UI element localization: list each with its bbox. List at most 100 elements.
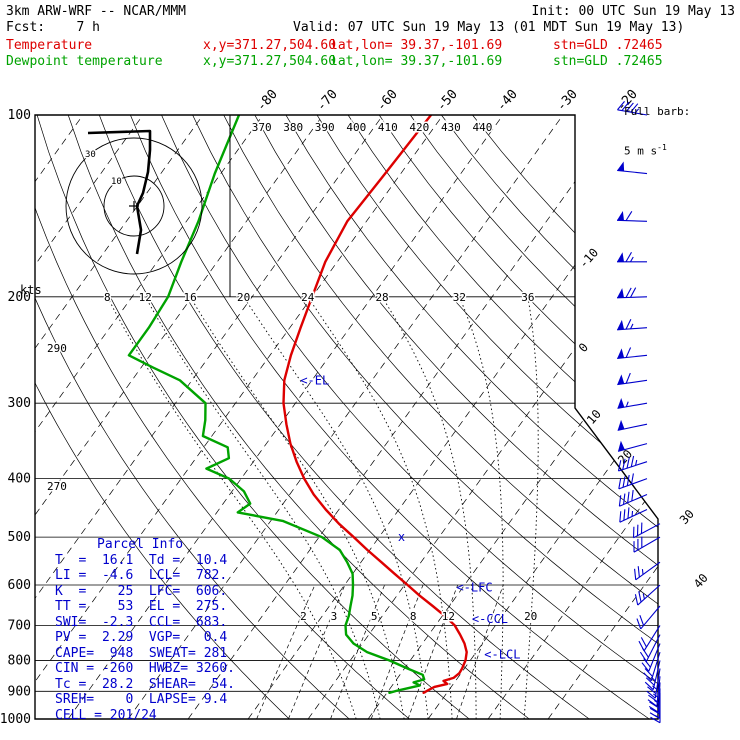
wind-barb-full	[644, 681, 654, 691]
wind-barb	[617, 101, 648, 116]
hodograph-ring-label: 10	[111, 177, 122, 187]
isotherm-label-top: -50	[434, 87, 461, 114]
wind-barb	[644, 660, 661, 691]
wind-barb-half	[653, 699, 660, 704]
moist-adiabat-label: 8	[104, 291, 111, 304]
mixing-ratio-label: 2	[300, 610, 307, 623]
dry-adiabat-line	[192, 115, 658, 719]
isotherm-label-right: 30	[677, 507, 697, 527]
wind-barb-half	[630, 256, 634, 263]
wind-barb-full	[643, 658, 651, 668]
wind-barb-full	[634, 568, 637, 580]
wind-barb-full	[645, 677, 655, 686]
isotherm-line	[547, 115, 658, 719]
wind-barb-half	[635, 459, 638, 466]
dry-adiabat-label: 410	[378, 121, 398, 134]
wind-barb	[633, 536, 661, 553]
wind-barb-full	[647, 699, 658, 707]
wind-barb	[646, 668, 661, 699]
mixing-ratio-label: 8	[410, 610, 417, 623]
wind-barb-full	[639, 614, 645, 626]
parcel-info-line: SREH= 0 LAPSE= 9.4	[55, 692, 228, 707]
wind-barb-full	[648, 694, 658, 703]
isotherm-line	[367, 115, 658, 719]
dry-adiabat-label: 380	[283, 121, 303, 134]
wind-barb-full	[646, 690, 656, 699]
wind-barb-full	[622, 493, 626, 505]
wind-barb-full	[649, 707, 660, 715]
plot-border	[34, 114, 659, 720]
wind-barb-full	[647, 686, 657, 695]
dry-adiabat-line	[98, 115, 590, 719]
wind-barb	[617, 440, 648, 452]
wind-barb-full	[634, 594, 639, 606]
wind-barb-full	[627, 507, 630, 519]
wind-barb	[634, 561, 661, 581]
dry-adiabat-line	[161, 115, 658, 719]
dry-adiabat-line	[254, 115, 658, 719]
wind-barb-full	[641, 662, 650, 672]
wind-barb-full	[630, 473, 634, 485]
valid-time: Valid: 07 UTC Sun 19 May 13 (01 MDT Sun …	[293, 20, 685, 35]
barb-legend-value: 5 m s-1	[624, 142, 690, 158]
wind-barb-full	[636, 618, 642, 630]
wind-barb-full	[618, 495, 622, 507]
pressure-tick-label: 100	[8, 108, 31, 123]
parcel-info-line: TT = 53 EL = 275.	[55, 599, 228, 614]
isotherm-label-top: -30	[554, 87, 581, 114]
mixing-ratio-line	[407, 584, 459, 719]
wind-barb-staff	[617, 443, 648, 452]
wind-barb-flag	[617, 419, 625, 431]
wind-barb-full	[625, 102, 634, 112]
wind-barb	[638, 625, 661, 652]
dewpoint-curve	[127, 115, 426, 694]
parcel-annotation: <-LCL	[484, 647, 520, 661]
dry-adiabat-label: 440	[472, 121, 492, 134]
parcel-info-line: T = 16.1 Td = 10.4	[55, 552, 228, 568]
moist-adiabat-line	[307, 296, 453, 719]
isotherm-line	[247, 115, 658, 719]
wind-barb-full	[640, 637, 647, 648]
dry-adiabat-line	[35, 115, 350, 719]
wind-barb-flag	[617, 210, 625, 221]
dewpoint-latlon: lat,lon= 39.37,-101.69	[330, 54, 503, 69]
moist-adiabat-label: 32	[453, 291, 466, 304]
wind-barb-flag	[617, 288, 625, 298]
wind-barb-full	[643, 672, 652, 682]
wind-barb-staff	[616, 219, 648, 222]
wind-barb-full	[650, 716, 661, 724]
pressure-tick-label: 800	[8, 653, 31, 668]
wind-barb-full	[630, 103, 639, 113]
temperature-curve	[282, 115, 468, 694]
dewpoint-xy: x,y=371.27,504.60	[203, 54, 337, 69]
wind-barb	[618, 489, 648, 507]
wind-barb-full	[649, 701, 659, 709]
dry-adiabat-line	[35, 115, 410, 719]
wind-barb-flag	[617, 348, 625, 359]
parcel-info-line: CELL = 201/24	[55, 707, 157, 723]
wind-barb	[643, 651, 661, 682]
parcel-info-title: Parcel Info	[97, 537, 184, 552]
dry-adiabat-line	[316, 115, 658, 719]
wind-barb-full	[625, 372, 631, 384]
wind-barb-half	[634, 108, 640, 114]
wind-barb	[617, 419, 648, 431]
wind-barb-full	[641, 647, 649, 658]
moist-adiabat-label: 12	[139, 291, 152, 304]
wind-barb-half	[654, 715, 661, 719]
wind-barb	[634, 584, 661, 606]
dry-adiabat-line	[130, 115, 650, 719]
isotherm-label-right: 0	[576, 340, 591, 355]
wind-barb-full	[630, 455, 635, 467]
moist-adiabat-line	[189, 296, 405, 719]
dry-adiabat-line	[285, 115, 658, 719]
wind-barb-half	[653, 693, 659, 698]
wind-barb-full	[644, 668, 653, 677]
temperature-station: stn=GLD .72465	[553, 38, 663, 53]
moist-adiabat-label: 24	[301, 291, 315, 304]
parcel-info-line: LI = -4.6 LCL= 782.	[55, 568, 228, 583]
mixing-ratio-line	[456, 584, 504, 719]
moist-adiabat-line	[144, 296, 381, 719]
wind-barb-full	[630, 287, 637, 298]
mixing-ratio-line	[288, 584, 346, 719]
